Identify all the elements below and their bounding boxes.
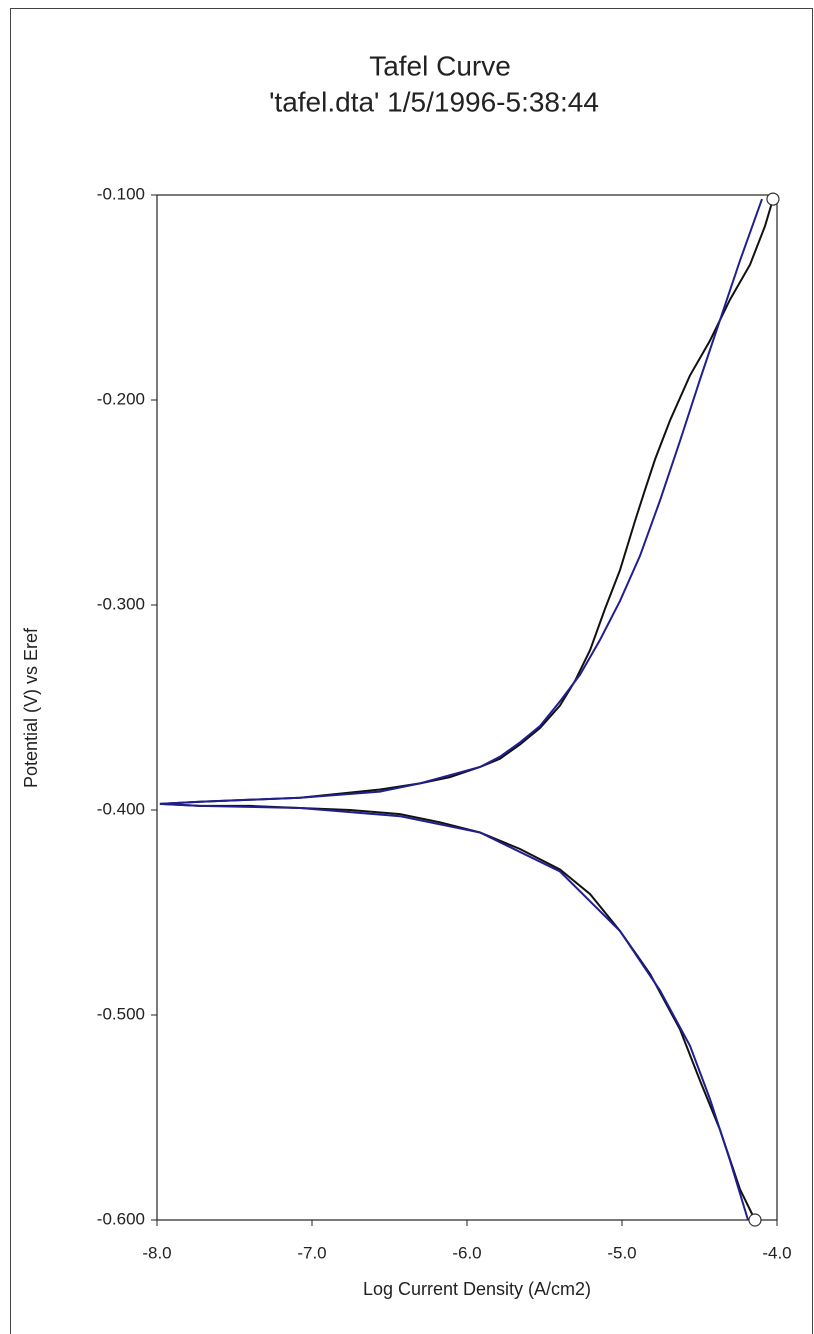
chart: Tafel Curve 'tafel.dta' 1/5/1996-5:38:44…: [0, 0, 814, 1334]
chart-title: Tafel Curve: [369, 50, 511, 81]
y-tick-label: -0.200: [97, 389, 145, 408]
x-axis-label: Log Current Density (A/cm2): [363, 1279, 591, 1299]
y-tick-label: -0.600: [97, 1209, 145, 1228]
y-tick-label: -0.100: [97, 184, 145, 203]
x-tick-label: -6.0: [452, 1243, 481, 1262]
end-marker: [767, 193, 779, 205]
x-tick-label: -4.0: [762, 1243, 791, 1262]
x-tick-label: -5.0: [607, 1243, 636, 1262]
y-tick-label: -0.500: [97, 1004, 145, 1023]
x-tick-label: -8.0: [142, 1243, 171, 1262]
y-tick-label: -0.400: [97, 799, 145, 818]
frame: [11, 9, 813, 1334]
y-tick-label: -0.300: [97, 594, 145, 613]
x-tick-label: -7.0: [297, 1243, 326, 1262]
chart-subtitle: 'tafel.dta' 1/5/1996-5:38:44: [269, 86, 599, 117]
page: Tafel Curve 'tafel.dta' 1/5/1996-5:38:44…: [0, 0, 814, 1334]
end-marker: [749, 1214, 761, 1226]
y-axis-label: Potential (V) vs Eref: [21, 627, 41, 788]
